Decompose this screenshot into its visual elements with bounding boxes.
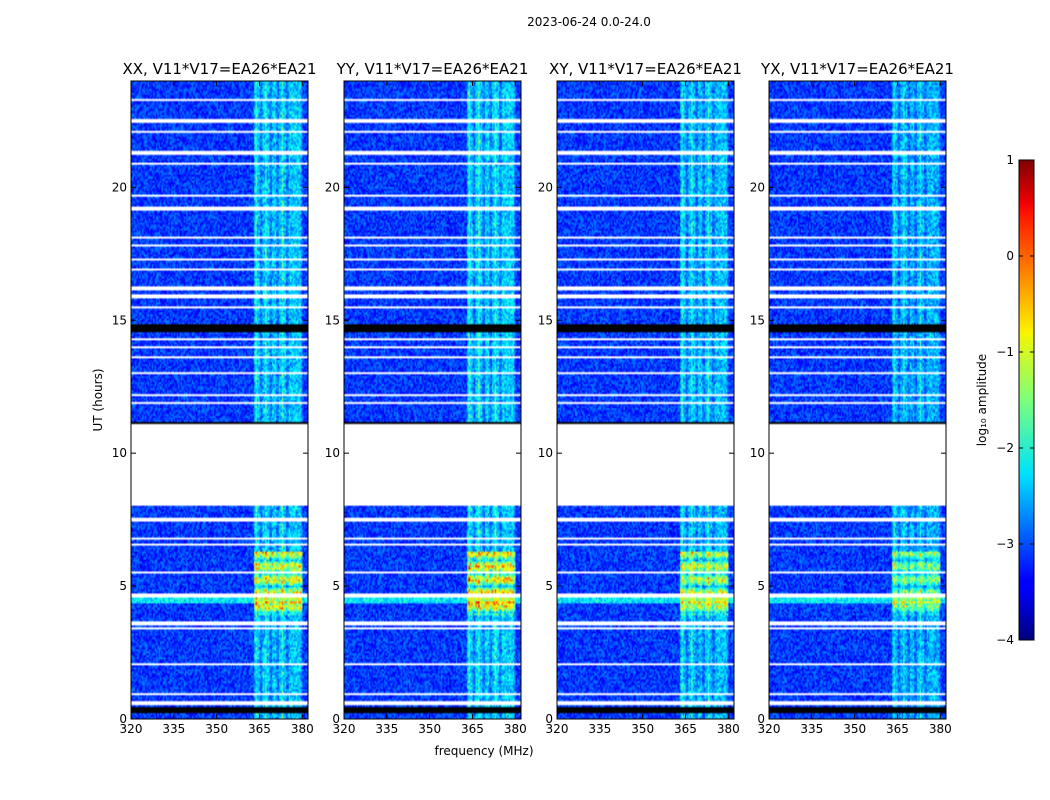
x-tick-label: 350	[843, 722, 866, 736]
colorbar-tick-label: −3	[996, 537, 1014, 551]
x-tick-label: 365	[886, 722, 909, 736]
figure-suptitle: 2023-06-24 0.0-24.0	[527, 15, 651, 29]
spectrogram-image	[131, 81, 308, 719]
colorbar-tick-label: −2	[996, 441, 1014, 455]
spectrogram-image	[557, 81, 734, 719]
panel-title: YX, V11*V17=EA26*EA21	[760, 60, 954, 78]
y-tick-label: 20	[750, 180, 765, 194]
spectrogram-image	[344, 81, 521, 719]
panel-4: YX, V11*V17=EA26*EA21 320 335 350 365 380 0 5 10…	[750, 60, 954, 736]
x-tick-label: 365	[461, 722, 484, 736]
y-tick-label: 10	[325, 446, 340, 460]
x-tick-label: 320	[120, 722, 143, 736]
x-tick-label: 335	[375, 722, 398, 736]
y-tick-label: 0	[545, 712, 553, 726]
y-tick-label: 5	[119, 579, 127, 593]
y-tick-label: 15	[112, 313, 127, 327]
y-tick-label: 10	[112, 446, 127, 460]
panel-frame	[130, 80, 309, 720]
x-tick-label: 380	[504, 722, 527, 736]
y-tick-label: 10	[538, 446, 553, 460]
x-tick-label: 320	[758, 722, 781, 736]
y-tick-label: 0	[757, 712, 765, 726]
colorbar-gradient	[1018, 159, 1035, 641]
x-tick-label: 380	[929, 722, 952, 736]
x-tick-label: 380	[291, 722, 314, 736]
panel-1: XX, V11*V17=EA26*EA21 320 335 350 365 380 0 5 10…	[112, 60, 317, 736]
colorbar-tick-label: −1	[996, 345, 1014, 359]
y-tick-label: 10	[750, 446, 765, 460]
x-tick-label: 365	[674, 722, 697, 736]
y-axis-label: UT (hours)	[91, 368, 105, 431]
x-tick-label: 335	[800, 722, 823, 736]
x-tick-label: 335	[162, 722, 185, 736]
y-tick-label: 0	[332, 712, 340, 726]
x-tick-label: 335	[588, 722, 611, 736]
y-tick-label: 20	[325, 180, 340, 194]
panel-frame	[556, 80, 735, 720]
y-tick-label: 20	[538, 180, 553, 194]
spectrogram-image	[769, 81, 946, 719]
x-tick-label: 350	[631, 722, 654, 736]
y-tick-label: 5	[545, 579, 553, 593]
colorbar-label: log₁₀ amplitude	[975, 354, 989, 446]
x-axis-label: frequency (MHz)	[434, 744, 533, 758]
y-tick-label: 5	[757, 579, 765, 593]
panel-frame	[768, 80, 947, 720]
y-tick-label: 15	[750, 313, 765, 327]
x-tick-label: 350	[205, 722, 228, 736]
x-tick-label: 365	[248, 722, 271, 736]
x-tick-label: 320	[333, 722, 356, 736]
panel-title: XX, V11*V17=EA26*EA21	[122, 60, 316, 78]
colorbar-tick-label: 1	[1006, 153, 1014, 167]
y-tick-label: 15	[325, 313, 340, 327]
y-tick-label: 5	[332, 579, 340, 593]
panels-group: XX, V11*V17=EA26*EA21 320 335 350 365 380 0 5 10…	[112, 60, 954, 736]
panel-title: XY, V11*V17=EA26*EA21	[549, 60, 742, 78]
colorbar: 1 0 −1 −2 −3 −4 log₁₀ amplitude	[975, 153, 1035, 647]
panel-3: XY, V11*V17=EA26*EA21 320 335 350 365 380 0 5 10…	[538, 60, 742, 736]
panel-title: YY, V11*V17=EA26*EA21	[336, 60, 529, 78]
x-tick-label: 350	[418, 722, 441, 736]
panel-2: YY, V11*V17=EA26*EA21 320 335 350 365 380 0 5 10…	[325, 60, 529, 736]
y-tick-label: 0	[119, 712, 127, 726]
y-tick-label: 20	[112, 180, 127, 194]
colorbar-tick-label: −4	[996, 633, 1014, 647]
y-tick-label: 15	[538, 313, 553, 327]
panel-frame	[343, 80, 522, 720]
colorbar-ticks: 1 0 −1 −2 −3 −4	[996, 153, 1034, 647]
x-tick-label: 380	[717, 722, 740, 736]
colorbar-tick-label: 0	[1006, 249, 1014, 263]
x-tick-label: 320	[546, 722, 569, 736]
